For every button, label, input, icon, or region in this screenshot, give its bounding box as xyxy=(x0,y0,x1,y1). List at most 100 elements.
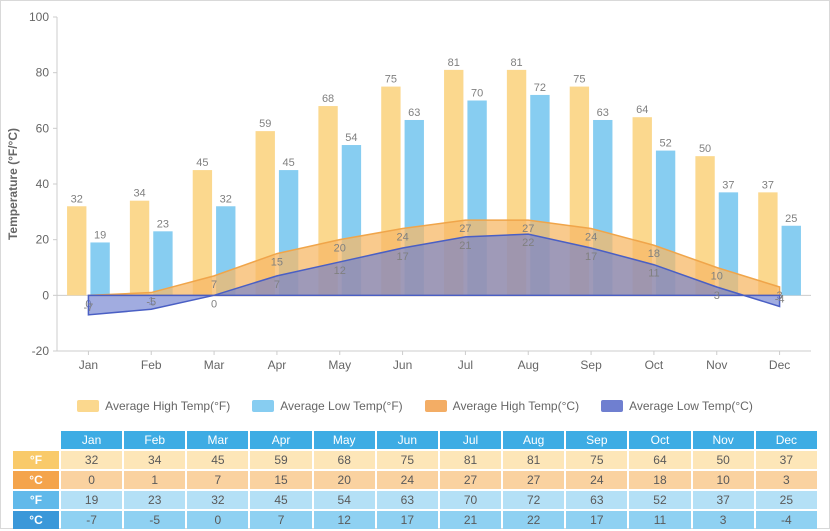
bar-value-label: 70 xyxy=(471,88,483,100)
legend-swatch xyxy=(252,400,274,412)
bar-value-label: 32 xyxy=(71,193,83,205)
bar-value-label: 37 xyxy=(722,179,734,191)
bar-value-label: 32 xyxy=(220,193,232,205)
table-cell: 12 xyxy=(314,511,375,529)
table-month-header: May xyxy=(314,431,375,449)
temperature-chart: -20020406080100Temperature (°F/°C)323445… xyxy=(1,1,829,397)
table-cell: 70 xyxy=(440,491,501,509)
legend-item: Average High Temp(°F) xyxy=(77,399,230,413)
x-tick-label: Mar xyxy=(204,358,225,372)
table-cell: 52 xyxy=(629,491,690,509)
bar-value-label: 23 xyxy=(157,218,169,230)
table-cell: 81 xyxy=(503,451,564,469)
bar-value-label: 68 xyxy=(322,93,334,105)
table-cell: 27 xyxy=(440,471,501,489)
area-value-label: -7 xyxy=(84,302,94,314)
table-cell: 50 xyxy=(693,451,754,469)
table-corner xyxy=(13,431,59,449)
table-cell: 18 xyxy=(629,471,690,489)
table-cell: 37 xyxy=(756,451,817,469)
area-series xyxy=(88,234,779,315)
y-tick-label: 0 xyxy=(42,288,49,302)
area-value-label: -5 xyxy=(146,296,156,308)
table-cell: 72 xyxy=(503,491,564,509)
table-cell: 45 xyxy=(250,491,311,509)
area-value-label: 17 xyxy=(396,251,408,263)
y-tick-label: 80 xyxy=(36,66,50,80)
table-cell: 20 xyxy=(314,471,375,489)
bar xyxy=(130,201,149,296)
area-value-label: 17 xyxy=(585,251,597,263)
x-tick-label: Apr xyxy=(268,358,287,372)
x-tick-label: Jan xyxy=(79,358,98,372)
table-cell: 75 xyxy=(566,451,627,469)
x-tick-label: Aug xyxy=(518,358,539,372)
bar-value-label: 75 xyxy=(573,74,585,86)
bar-value-label: 19 xyxy=(94,229,106,241)
bar-value-label: 59 xyxy=(259,118,271,130)
table-cell: -5 xyxy=(124,511,185,529)
bar-value-label: 64 xyxy=(636,104,648,116)
table-month-header: Aug xyxy=(503,431,564,449)
area-value-label: 7 xyxy=(274,279,280,291)
area-value-label: 12 xyxy=(334,265,346,277)
table-cell: 27 xyxy=(503,471,564,489)
legend-item: Average Low Temp(°C) xyxy=(601,399,753,413)
bar-value-label: 81 xyxy=(448,57,460,69)
table-cell: -4 xyxy=(756,511,817,529)
legend-label: Average Low Temp(°F) xyxy=(280,399,402,413)
legend-item: Average Low Temp(°F) xyxy=(252,399,402,413)
area-value-label: -4 xyxy=(775,293,785,305)
temperature-table: JanFebMarAprMayJunJulAugSepOctNovDec°F32… xyxy=(11,429,819,531)
y-tick-label: 40 xyxy=(36,177,50,191)
area-value-label: 10 xyxy=(711,271,723,283)
bar-value-label: 37 xyxy=(762,179,774,191)
y-tick-label: 60 xyxy=(36,121,50,135)
bar-value-label: 52 xyxy=(659,138,671,150)
area-value-label: 24 xyxy=(585,232,597,244)
table-cell: 81 xyxy=(440,451,501,469)
table-cell: 24 xyxy=(377,471,438,489)
x-tick-label: Nov xyxy=(706,358,727,372)
x-tick-label: Feb xyxy=(141,358,162,372)
bar-value-label: 63 xyxy=(408,107,420,119)
bar-value-label: 63 xyxy=(597,107,609,119)
table-month-header: Apr xyxy=(250,431,311,449)
x-tick-label: Sep xyxy=(580,358,602,372)
legend-label: Average High Temp(°C) xyxy=(453,399,579,413)
area-value-label: 24 xyxy=(396,232,408,244)
legend-label: Average High Temp(°F) xyxy=(105,399,230,413)
table-month-header: Feb xyxy=(124,431,185,449)
table-cell: 17 xyxy=(566,511,627,529)
table-cell: 45 xyxy=(187,451,248,469)
table-cell: 0 xyxy=(61,471,122,489)
area-value-label: 21 xyxy=(459,240,471,252)
table-cell: -7 xyxy=(61,511,122,529)
bar-value-label: 25 xyxy=(785,213,797,225)
table-cell: 0 xyxy=(187,511,248,529)
table-cell: 11 xyxy=(629,511,690,529)
table-cell: 68 xyxy=(314,451,375,469)
table-month-header: Nov xyxy=(693,431,754,449)
table-cell: 64 xyxy=(629,451,690,469)
y-axis-label: Temperature (°F/°C) xyxy=(6,128,20,240)
table-cell: 34 xyxy=(124,451,185,469)
y-tick-label: 20 xyxy=(36,233,50,247)
bar-value-label: 50 xyxy=(699,143,711,155)
table-cell: 32 xyxy=(187,491,248,509)
table-month-header: Dec xyxy=(756,431,817,449)
bar xyxy=(153,231,172,295)
bar xyxy=(782,226,801,296)
area-value-label: 27 xyxy=(459,223,471,235)
table-cell: 1 xyxy=(124,471,185,489)
x-tick-label: Jul xyxy=(458,358,473,372)
area-value-label: 7 xyxy=(211,279,217,291)
x-tick-label: May xyxy=(328,358,351,372)
x-tick-label: Dec xyxy=(769,358,790,372)
table-cell: 7 xyxy=(250,511,311,529)
table-month-header: Sep xyxy=(566,431,627,449)
y-tick-label: -20 xyxy=(32,344,50,358)
area-value-label: 11 xyxy=(648,268,659,280)
bar xyxy=(90,242,109,295)
legend-swatch xyxy=(77,400,99,412)
